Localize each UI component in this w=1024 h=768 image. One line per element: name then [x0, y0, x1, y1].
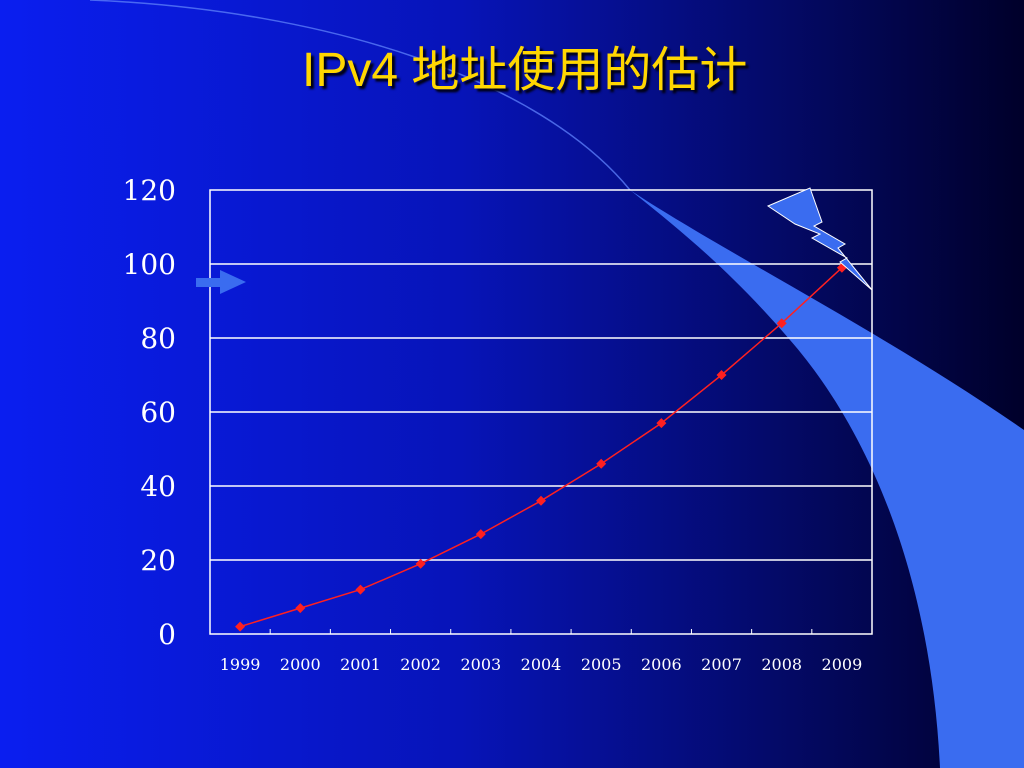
y-tick-label: 80 [140, 322, 176, 355]
data-point-marker [235, 621, 246, 632]
x-tick-label: 2005 [581, 655, 622, 674]
arrow-marker-icon [196, 270, 246, 294]
slide-title: IPv4 地址使用的估计 [302, 44, 748, 97]
data-point-marker [295, 603, 306, 614]
data-point-marker [596, 458, 607, 469]
y-tick-label: 0 [158, 618, 176, 651]
data-point-marker [776, 318, 787, 329]
y-axis-ticks: 0 20 40 60 80 100 120 [123, 174, 176, 651]
series-layer [235, 262, 847, 632]
y-tick-label: 60 [140, 396, 176, 429]
x-tick-label: 1999 [220, 655, 261, 674]
lightning-bolt-icon [766, 187, 873, 291]
data-point-marker [415, 558, 426, 569]
accent-band [630, 190, 1024, 768]
data-point-marker [355, 584, 366, 595]
x-axis-ticks: 1999 2000 2001 2002 2003 2004 2005 2006 2007 2008… [220, 629, 863, 674]
x-tick-label: 2009 [822, 655, 863, 674]
x-tick-label: 2008 [761, 655, 802, 674]
y-tick-label: 20 [140, 544, 176, 577]
data-point-marker [656, 418, 667, 429]
y-tick-label: 100 [123, 248, 176, 281]
gridlines [210, 263, 872, 561]
x-tick-label: 2007 [701, 655, 742, 674]
y-tick-label: 120 [123, 174, 176, 207]
x-tick-label: 2001 [340, 655, 381, 674]
x-tick-label: 2003 [460, 655, 501, 674]
x-tick-label: 2004 [521, 655, 562, 674]
x-tick-label: 2002 [400, 655, 441, 674]
x-tick-label: 2000 [280, 655, 321, 674]
series-line [239, 267, 843, 628]
thin-swoosh-line [89, 0, 631, 191]
data-point-marker [716, 370, 727, 380]
y-tick-label: 40 [140, 470, 176, 503]
data-point-marker [475, 529, 486, 540]
data-point-marker [536, 495, 546, 506]
x-tick-label: 2006 [641, 655, 682, 674]
